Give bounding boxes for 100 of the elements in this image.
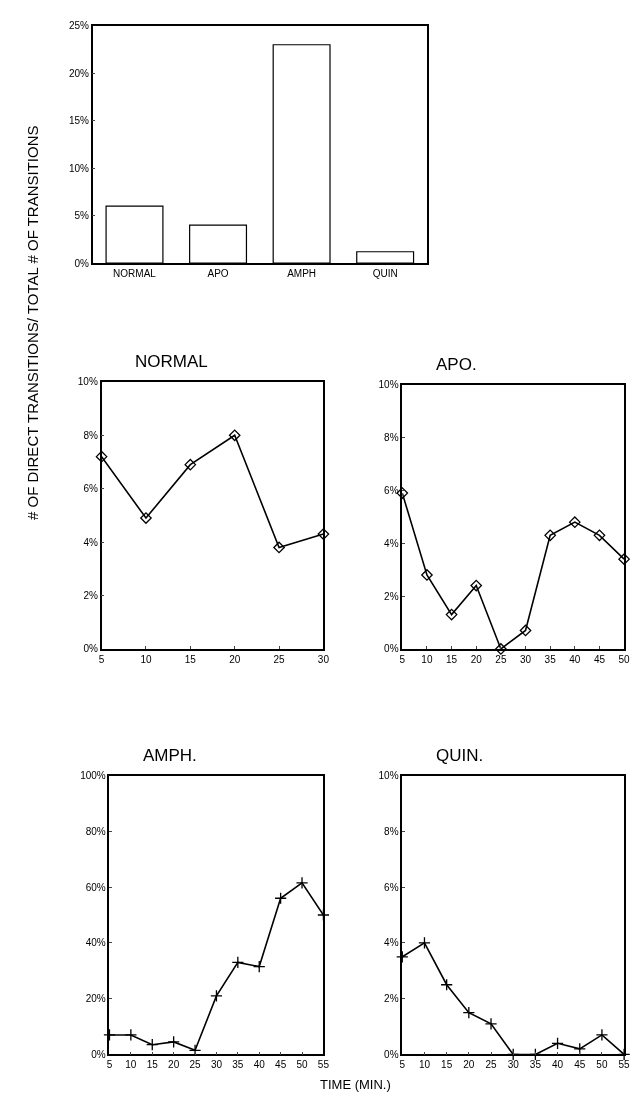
x-tick-label: 25: [189, 1059, 202, 1071]
x-tick-label: NORMAL: [113, 267, 157, 279]
point: [470, 579, 483, 592]
chart-title: AMPH.: [143, 746, 197, 765]
y-tick-label: 2%: [384, 590, 399, 602]
x-tick-label: 20: [463, 1059, 475, 1071]
y-tick-label: 0%: [384, 1048, 399, 1060]
point: [484, 1017, 498, 1031]
point: [167, 1035, 180, 1049]
y-axis-title: # OF DIRECT TRANSITIONS/ TOTAL # OF TRANSITIONS: [24, 125, 42, 520]
x-tick-label: 15: [184, 653, 197, 665]
x-tick-label: 30: [210, 1059, 223, 1071]
chart-title: NORMAL: [135, 352, 208, 371]
x-tick-label: 25: [495, 653, 507, 665]
point: [231, 956, 245, 969]
point: [252, 960, 266, 973]
point: [568, 516, 581, 529]
point: [544, 529, 557, 542]
point: [495, 643, 507, 655]
y-tick-label: 10%: [77, 376, 98, 388]
point: [551, 1037, 564, 1050]
x-tick-label: 20: [470, 653, 483, 665]
x-tick-label: 25: [273, 653, 286, 665]
y-tick-label: 80%: [85, 825, 106, 837]
x-tick-label: 5: [399, 1059, 406, 1071]
y-tick-label: 10%: [378, 770, 399, 782]
y-tick-label: 0%: [83, 643, 98, 655]
point: [273, 541, 285, 554]
y-tick-label: 4%: [384, 937, 399, 949]
y-tick-label: 0%: [74, 257, 90, 269]
y-tick-label: 2%: [384, 993, 399, 1005]
point: [317, 528, 330, 540]
x-tick-label: 50: [596, 1059, 608, 1071]
x-tick-label: 15: [446, 653, 458, 665]
point: [519, 624, 532, 637]
y-tick-label: 60%: [85, 881, 106, 893]
y-tick-label: 5%: [74, 210, 90, 222]
x-tick-label: 45: [574, 1059, 586, 1071]
x-tick-label: 30: [519, 653, 532, 665]
y-tick-label: 40%: [85, 937, 106, 949]
point: [210, 989, 223, 1003]
point: [396, 950, 409, 964]
y-tick-label: 20%: [85, 993, 106, 1005]
y-tick-label: 4%: [83, 536, 98, 548]
point: [146, 1038, 159, 1051]
x-tick-label: 35: [232, 1059, 244, 1071]
point: [184, 458, 197, 471]
point: [595, 1028, 609, 1042]
y-tick-label: 0%: [91, 1048, 106, 1060]
y-tick-label: 15%: [68, 115, 90, 127]
y-tick-label: 0%: [384, 643, 399, 655]
x-tick-label: AMPH: [287, 267, 317, 279]
y-tick-label: 10%: [378, 379, 399, 391]
x-tick-label: APO: [207, 267, 229, 279]
chart-title: APO.: [436, 355, 477, 374]
x-tick-label: 15: [146, 1059, 159, 1071]
x-tick-label: 10: [140, 653, 152, 665]
y-tick-label: 2%: [83, 590, 98, 602]
point: [440, 978, 453, 991]
point: [618, 553, 630, 565]
x-tick-label: 10: [125, 1059, 137, 1071]
y-tick-label: 6%: [384, 881, 399, 893]
chart-title: QUIN.: [436, 746, 484, 765]
y-tick-label: 6%: [83, 483, 98, 495]
x-tick-label: 5: [98, 653, 105, 665]
x-tick-label: 30: [317, 653, 330, 665]
y-tick-label: 25%: [68, 20, 90, 32]
y-tick-label: 4%: [384, 537, 399, 549]
x-tick-label: 50: [296, 1059, 309, 1071]
x-axis-title: TIME (MIN.): [320, 1077, 391, 1092]
x-tick-label: 5: [399, 653, 406, 665]
y-tick-label: 100%: [80, 770, 106, 782]
x-tick-label: 40: [569, 653, 581, 665]
point: [103, 1028, 116, 1042]
x-tick-label: 40: [253, 1059, 266, 1071]
x-tick-label: 45: [593, 653, 606, 665]
x-tick-label: 50: [618, 653, 631, 665]
x-tick-label: 20: [168, 1059, 180, 1071]
point: [95, 450, 108, 463]
x-tick-label: QUIN: [372, 267, 398, 279]
x-tick-label: 55: [317, 1059, 330, 1071]
point: [418, 936, 431, 950]
y-tick-label: 8%: [384, 432, 399, 444]
x-tick-label: 20: [229, 653, 241, 665]
point: [593, 529, 606, 542]
x-tick-label: 5: [106, 1059, 113, 1071]
point: [124, 1028, 138, 1042]
x-tick-label: 10: [418, 1059, 431, 1071]
y-tick-label: 6%: [384, 484, 399, 496]
x-tick-label: 30: [507, 1059, 520, 1071]
y-tick-label: 10%: [68, 162, 90, 174]
x-tick-label: 15: [441, 1059, 453, 1071]
x-tick-label: 45: [275, 1059, 287, 1071]
point: [228, 429, 241, 442]
x-tick-label: 25: [485, 1059, 498, 1071]
x-tick-label: 35: [529, 1059, 542, 1071]
point: [140, 512, 152, 524]
y-tick-label: 8%: [384, 825, 399, 837]
point: [295, 876, 309, 890]
x-tick-label: 40: [552, 1059, 564, 1071]
